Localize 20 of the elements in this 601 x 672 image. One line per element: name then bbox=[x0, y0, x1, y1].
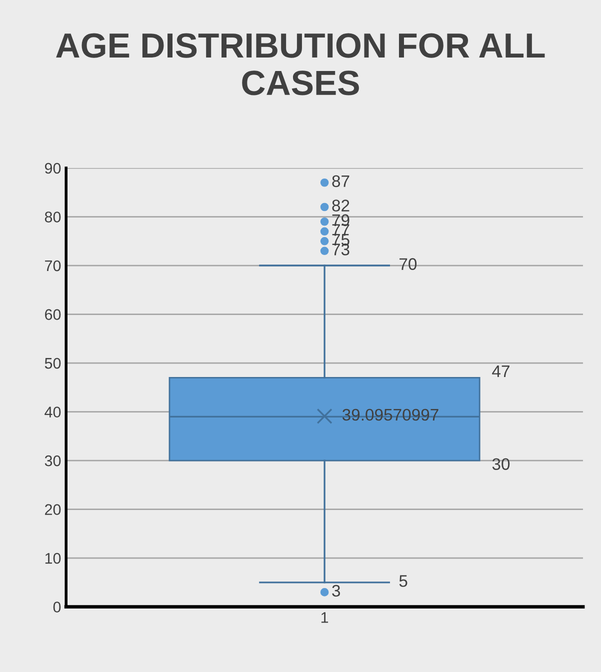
chart-title: AGE DISTRIBUTION FOR ALL CASES bbox=[56, 33, 545, 96]
y-tick-label: 80 bbox=[44, 212, 61, 222]
annotation: 47 bbox=[492, 366, 510, 377]
y-tick-label: 30 bbox=[44, 455, 61, 466]
annotation: 70 bbox=[400, 258, 417, 270]
x-tick-label: 1 bbox=[321, 612, 328, 623]
y-tick-label: 0 bbox=[53, 602, 61, 612]
annotation: 3 bbox=[332, 584, 340, 597]
y-tick-label: 50 bbox=[44, 358, 61, 369]
y-tick-label: 70 bbox=[45, 260, 61, 272]
y-tick-label: 90 bbox=[44, 162, 61, 174]
y-tick-label: 10 bbox=[45, 552, 61, 564]
annotation: 5 bbox=[399, 575, 408, 587]
y-tick-label: 40 bbox=[44, 406, 61, 418]
y-tick-label: 60 bbox=[45, 309, 61, 320]
annotation: 87 bbox=[332, 175, 350, 188]
annotation: 82 bbox=[332, 200, 350, 212]
y-tick-label: 20 bbox=[45, 504, 61, 515]
annotation: 30 bbox=[492, 458, 510, 470]
annotation: 39.09570997 bbox=[342, 408, 438, 421]
